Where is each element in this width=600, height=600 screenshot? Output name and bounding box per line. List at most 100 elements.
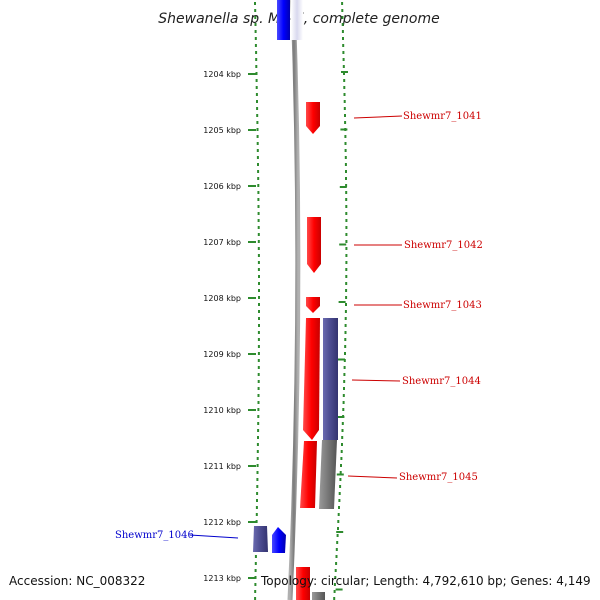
left-dot [257, 170, 260, 173]
left-dot [257, 373, 260, 376]
left-dot [256, 464, 259, 467]
right-dot [344, 114, 346, 117]
left-dot [257, 366, 260, 369]
right-dot [345, 261, 348, 264]
left-dot [257, 240, 260, 243]
right-dot [342, 65, 345, 68]
right-dot [343, 107, 346, 110]
gene-shewmr7-1042[interactable] [307, 217, 321, 273]
left-dot [257, 247, 260, 250]
right-dot [345, 254, 348, 257]
ruler-tick-label: 1205 kbp [203, 126, 241, 135]
bottom-forward-gene[interactable] [296, 567, 310, 600]
right-dot [344, 324, 347, 327]
gene-shewmr7-1041[interactable] [306, 102, 320, 134]
right-dot [342, 51, 345, 54]
right-dot [343, 79, 346, 82]
right-dot [343, 387, 345, 390]
right-dot [338, 499, 341, 502]
right-dot [345, 275, 348, 278]
left-dot [256, 478, 259, 481]
right-dot [341, 443, 343, 446]
right-track-dots [333, 2, 348, 600]
right-dot [341, 2, 344, 5]
left-dot [254, 30, 257, 33]
right-dot [343, 100, 346, 103]
right-dot [344, 310, 347, 313]
right-dot [343, 72, 345, 75]
ruler-tick-label: 1211 kbp [203, 462, 241, 471]
left-dot [256, 128, 259, 131]
gene-label-shewmr7-1045[interactable]: Shewmr7_1045 [399, 472, 478, 483]
ruler-tick-label: 1207 kbp [203, 238, 241, 247]
right-dot [339, 478, 342, 481]
position-ruler: 1204 kbp 1205 kbp 1206 kbp 1207 kbp 1208 kbp… [203, 70, 348, 591]
gene-label-shewmr7-1046[interactable]: Shewmr7_1046 [115, 530, 194, 541]
right-dot [337, 513, 340, 516]
left-dot [255, 72, 258, 75]
gene-label-shewmr7-1041[interactable]: Shewmr7_1041 [403, 111, 482, 122]
left-dot [256, 142, 259, 145]
gene-label-shewmr7-1044[interactable]: Shewmr7_1044 [402, 376, 481, 387]
left-dot [257, 338, 260, 341]
left-dot [257, 198, 260, 201]
right-dot [344, 338, 347, 341]
right-dot [334, 569, 337, 572]
left-dot [257, 422, 260, 425]
gene-shewmr7-1044[interactable] [303, 318, 320, 440]
left-dot [254, 16, 257, 19]
right-dot [345, 198, 348, 201]
bottom-grey-feature[interactable] [312, 592, 325, 600]
left-dot [258, 282, 260, 285]
right-dot [342, 58, 345, 61]
right-dot [342, 37, 344, 40]
left-dot [257, 233, 260, 236]
left-dot [257, 219, 260, 222]
pale-feature-block [291, 0, 303, 40]
right-dot [343, 86, 346, 89]
right-dot [341, 30, 344, 33]
right-dot [344, 135, 347, 138]
gene-shewmr7-1043[interactable] [306, 297, 320, 313]
gene-label-shewmr7-1043[interactable]: Shewmr7_1043 [403, 300, 482, 311]
right-dot [342, 401, 345, 404]
left-dot [257, 415, 260, 418]
gene-label-shewmr7-1042[interactable]: Shewmr7_1042 [404, 240, 483, 251]
right-dot [344, 317, 347, 320]
right-dot [334, 576, 337, 579]
left-dot [257, 394, 260, 397]
right-dot [344, 163, 347, 166]
right-dot [344, 149, 347, 152]
gene-shewmr7-1046[interactable] [253, 526, 286, 553]
left-dot [258, 317, 260, 320]
left-dot [256, 499, 258, 502]
right-dot [341, 429, 344, 432]
feature-shewmr7-1044-1045-block[interactable] [319, 318, 338, 509]
left-dot [257, 191, 260, 194]
chromosome-backbone [287, 0, 301, 600]
right-dot [345, 289, 348, 292]
right-dot [344, 345, 347, 348]
right-dot [345, 303, 347, 306]
right-dot [344, 352, 346, 355]
left-dot [256, 443, 259, 446]
right-dot [345, 240, 348, 243]
left-dot [256, 135, 259, 138]
left-dot [254, 562, 257, 565]
right-dot [336, 534, 339, 537]
left-dot [257, 436, 259, 439]
left-dot [258, 289, 260, 292]
right-dot [341, 9, 344, 12]
right-dot [341, 16, 344, 19]
left-dot [257, 212, 260, 215]
right-dot [343, 380, 346, 383]
right-dot [342, 44, 345, 47]
left-dot [254, 583, 257, 586]
accession-text: Accession: NC_008322 [9, 574, 146, 588]
gene-shewmr7-1045[interactable] [300, 441, 317, 508]
left-dot [256, 149, 259, 152]
right-dot [344, 331, 347, 334]
right-dot [338, 492, 341, 495]
top-reverse-gene[interactable] [277, 0, 290, 40]
